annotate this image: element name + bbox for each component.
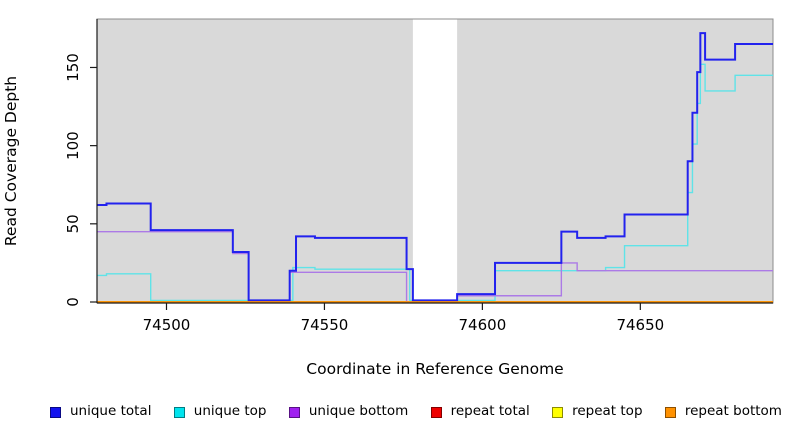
series-unique-total-line	[97, 32, 773, 302]
legend-label: unique bottom	[308, 403, 409, 420]
series-unique-bottom-line	[97, 230, 773, 303]
x-axis-label: Coordinate in Reference Genome	[306, 360, 563, 378]
x-tick-label: 74600	[459, 316, 507, 334]
plot-panel	[96, 18, 774, 304]
x-tick-label: 74650	[616, 316, 664, 334]
no-data-gap-band	[412, 19, 458, 303]
legend-swatch-repeat-top	[552, 406, 564, 418]
legend-item-repeat-total: repeat total	[430, 403, 530, 420]
legend-label: repeat top	[572, 403, 643, 420]
legend-swatch-unique-bottom	[288, 406, 300, 418]
x-tick-label: 74550	[301, 316, 349, 334]
y-tick-label: 50	[64, 214, 82, 233]
legend-item-repeat-bottom: repeat bottom	[664, 403, 782, 420]
y-tick-label: 100	[64, 131, 82, 160]
legend-swatch-repeat-total	[430, 406, 442, 418]
x-tick-label: 74500	[143, 316, 191, 334]
y-axis-label: Read Coverage Depth	[2, 76, 20, 246]
legend-item-unique-bottom: unique bottom	[288, 403, 409, 420]
coverage-chart: 74500 74550 74600 74650 0 50 100 150 Coordinate…	[2, 18, 774, 378]
y-tick-label: 0	[64, 297, 82, 307]
legend: unique total unique top unique bottom repea…	[0, 399, 792, 425]
legend-item-unique-total: unique total	[50, 405, 151, 419]
legend-item-repeat-top: repeat top	[552, 403, 643, 420]
y-tick-label: 150	[64, 53, 82, 82]
legend-swatch-repeat-bottom	[664, 406, 676, 418]
legend-swatch-unique-total	[50, 406, 61, 418]
legend-item-unique-top: unique top	[173, 403, 267, 420]
axes: 74500 74550 74600 74650 0 50 100 150	[64, 19, 773, 334]
legend-label: repeat total	[450, 403, 530, 420]
legend-label: repeat bottom	[684, 403, 782, 420]
series-lines	[97, 32, 773, 303]
legend-label: unique top	[193, 403, 267, 420]
legend-swatch-unique-top	[173, 406, 185, 418]
legend-label: unique total	[70, 403, 152, 420]
